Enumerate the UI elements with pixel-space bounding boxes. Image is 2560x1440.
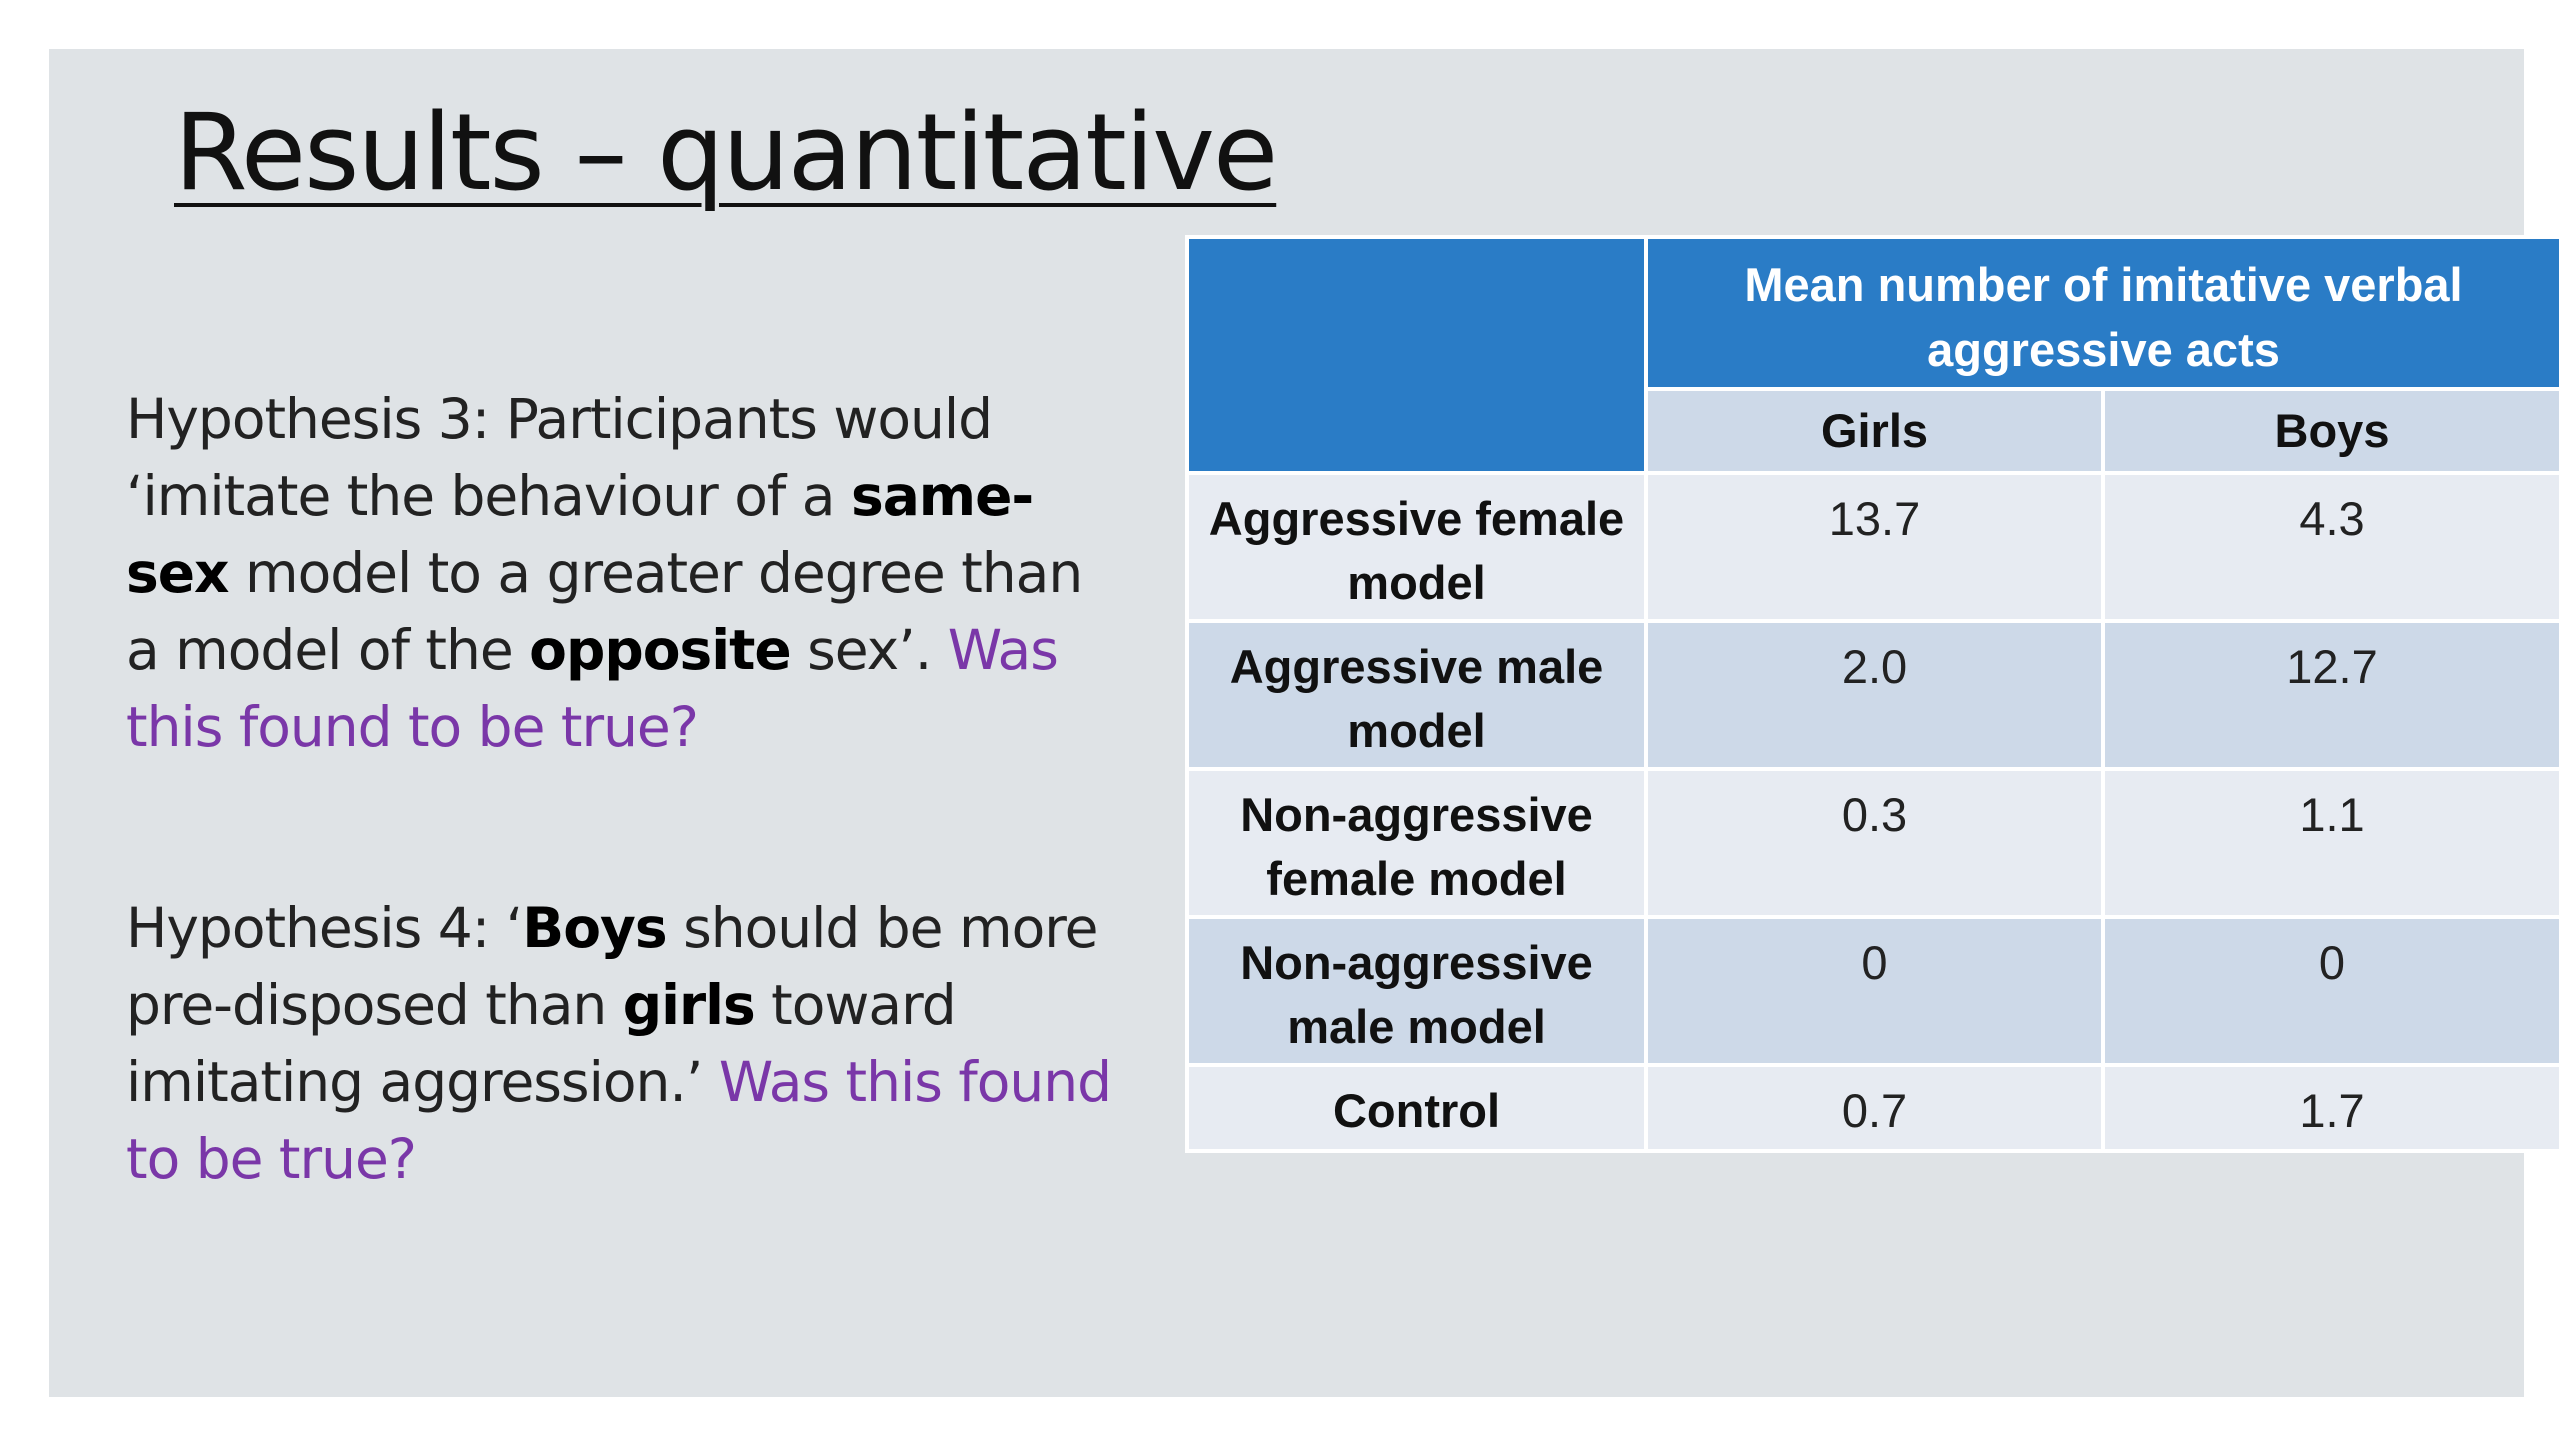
column-header-girls: Girls bbox=[1644, 387, 2105, 475]
table-subheader-row: Girls Boys bbox=[1187, 387, 2560, 475]
girls-value: 2.0 bbox=[1644, 619, 2105, 771]
hypothesis-3-part-2: model to a greater degree than a model o… bbox=[126, 541, 1083, 682]
hypothesis-3-part-3: sex’. bbox=[790, 618, 948, 682]
boys-value: 0 bbox=[2101, 915, 2560, 1067]
boys-value: 4.3 bbox=[2101, 471, 2560, 623]
table-corner-cell bbox=[1185, 235, 1648, 475]
girls-value: 0.3 bbox=[1644, 767, 2105, 919]
slide-title: Results – quantitative bbox=[174, 91, 1278, 214]
hypothesis-3-bold-same-sex: same-sex bbox=[126, 464, 1034, 605]
hypothesis-3-bold-opposite: opposite bbox=[529, 618, 791, 682]
column-header-boys: Boys bbox=[2101, 387, 2560, 475]
girls-value: 0 bbox=[1644, 915, 2105, 1067]
table-row: Control 0.7 1.7 bbox=[1185, 1063, 2560, 1153]
hypothesis-4-part-2: should be more pre-disposed than bbox=[126, 896, 1098, 1037]
slide: Results – quantitative Hypothesis 3: Par… bbox=[49, 49, 2560, 1397]
boys-value: 12.7 bbox=[2101, 619, 2560, 771]
row-label: Aggressive female model bbox=[1185, 471, 1648, 623]
hypothesis-4-text: Hypothesis 4: ‘Boys should be more pre-d… bbox=[126, 890, 1126, 1198]
table-row: Non-aggressive female model 0.3 1.1 bbox=[1185, 767, 2560, 919]
table-header-row: Mean number of imitative verbal aggressi… bbox=[1185, 235, 2560, 475]
row-label: Aggressive male model bbox=[1185, 619, 1648, 771]
row-label: Non-aggressive male model bbox=[1185, 915, 1648, 1067]
hypothesis-3-text: Hypothesis 3: Participants would ‘imitat… bbox=[126, 381, 1126, 766]
hypothesis-3-part-1: Hypothesis 3: Participants would ‘imitat… bbox=[126, 387, 993, 528]
table-row: Aggressive male model 2.0 12.7 bbox=[1185, 619, 2560, 771]
table-row: Non-aggressive male model 0 0 bbox=[1185, 915, 2560, 1067]
hypothesis-3-question: Was this found to be true? bbox=[126, 618, 1059, 759]
hypothesis-4-question: Was this found to be true? bbox=[126, 1050, 1112, 1191]
boys-value: 1.7 bbox=[2101, 1063, 2560, 1153]
row-label: Non-aggressive female model bbox=[1185, 767, 1648, 919]
boys-value: 1.1 bbox=[2101, 767, 2560, 919]
girls-value: 0.7 bbox=[1644, 1063, 2105, 1153]
row-label: Control bbox=[1185, 1063, 1648, 1153]
girls-value: 13.7 bbox=[1644, 471, 2105, 623]
results-table: Mean number of imitative verbal aggressi… bbox=[1185, 235, 2560, 1153]
hypothesis-4-part-1: Hypothesis 4: ‘ bbox=[126, 896, 523, 960]
hypothesis-4-part-3: toward imitating aggression.’ bbox=[126, 973, 957, 1114]
table-row: Aggressive female model 13.7 4.3 bbox=[1185, 471, 2560, 623]
hypothesis-4-bold-boys: Boys bbox=[522, 896, 667, 960]
hypothesis-4-bold-girls: girls bbox=[622, 973, 756, 1037]
table-main-header: Mean number of imitative verbal aggressi… bbox=[1644, 235, 2560, 391]
